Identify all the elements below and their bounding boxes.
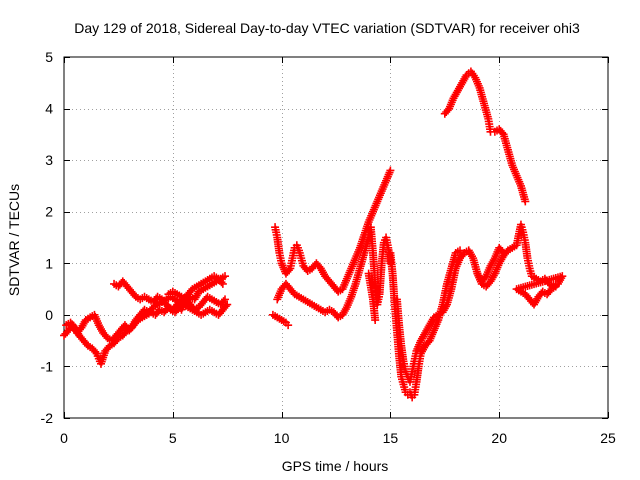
x-tick-label: 25 <box>600 430 616 446</box>
data-point <box>456 246 465 255</box>
data-point <box>371 316 380 325</box>
y-tick-label: 0 <box>45 307 53 323</box>
data-point <box>218 279 227 288</box>
y-tick-label: 4 <box>45 101 53 117</box>
x-tick-labels: 0 5 10 15 20 25 <box>60 430 616 446</box>
y-tick-label: -1 <box>41 358 54 374</box>
data-point <box>551 282 560 291</box>
y-tick-label: -2 <box>41 410 54 426</box>
y-tick-label: 3 <box>45 152 53 168</box>
x-axis-label: GPS time / hours <box>282 458 389 474</box>
data-point-fill <box>284 266 293 275</box>
x-tick-label: 0 <box>60 430 68 446</box>
x-tick-label: 10 <box>274 430 290 446</box>
data-markers <box>60 67 567 402</box>
data-point <box>521 197 530 206</box>
plot-frame <box>63 56 609 419</box>
chart-title: Day 129 of 2018, Sidereal Day-to-day VTE… <box>74 20 580 36</box>
data-point <box>221 295 230 304</box>
data-point <box>386 166 395 175</box>
data-point-fill <box>91 347 100 356</box>
data-point <box>221 272 230 281</box>
x-tick-label: 20 <box>491 430 507 446</box>
y-axis-label: SDTVAR / TECUs <box>6 184 22 296</box>
x-tick-label: 15 <box>383 430 399 446</box>
y-tick-labels: -2 -1 0 1 2 3 4 5 <box>41 49 54 426</box>
y-tick-label: 5 <box>45 49 53 65</box>
y-tick-label: 1 <box>45 255 53 271</box>
data-point-fill <box>219 297 228 306</box>
x-tick-label: 5 <box>169 430 177 446</box>
data-point <box>284 321 293 330</box>
data-point-fill <box>217 278 226 287</box>
y-tick-label: 2 <box>45 204 53 220</box>
